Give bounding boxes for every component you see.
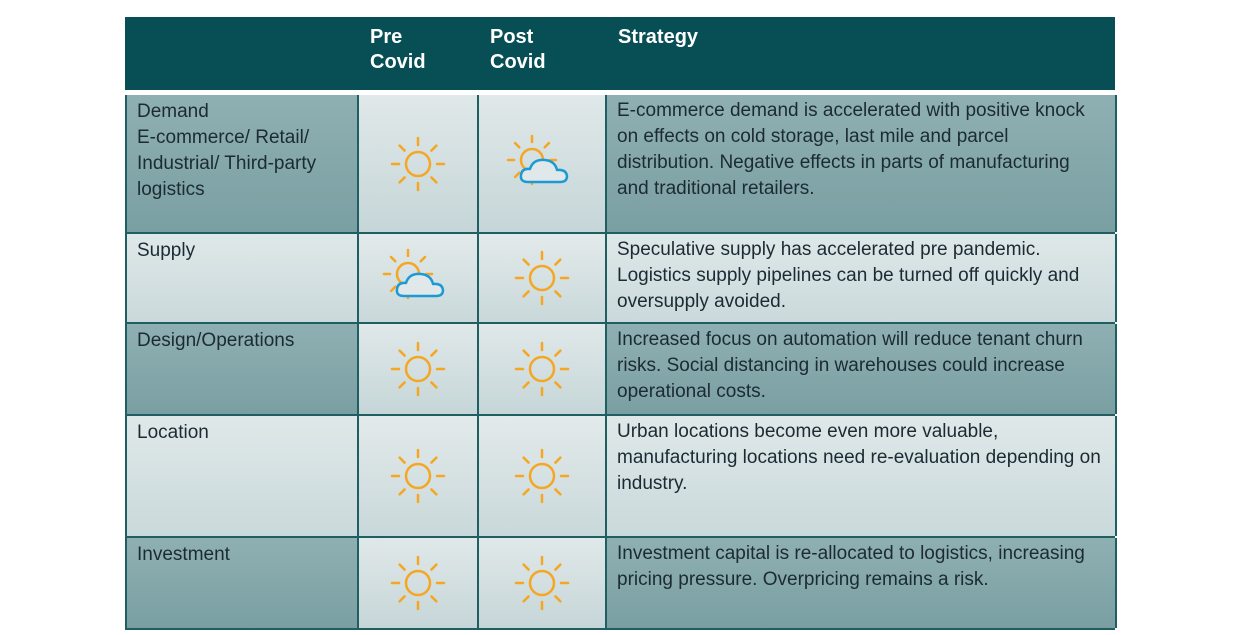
table-row: Investment Investment capital is re-allo… [125,538,1117,630]
sun-icon [510,337,574,401]
table-row: Demand E-commerce/ Retail/ Industrial/ T… [125,95,1117,234]
sun-behind-cloud-icon [500,132,584,196]
row-label: Location [127,416,359,536]
outlook-table: Pre Covid Post Covid Strategy Demand E-c… [125,17,1117,630]
pre-covid-cell [359,95,479,232]
post-covid-cell [479,324,607,414]
row-label: Demand E-commerce/ Retail/ Industrial/ T… [127,95,359,232]
row-label: Design/Operations [127,324,359,414]
table-header: Pre Covid Post Covid Strategy [125,17,1115,95]
strategy-text: Speculative supply has accelerated pre p… [607,234,1117,322]
row-label: Supply [127,234,359,322]
table-row: Supply Speculative supply has accelerate… [125,234,1117,324]
pre-covid-cell [359,324,479,414]
table-row: Design/Operations Increased focus on aut… [125,324,1117,416]
row-label: Investment [127,538,359,628]
pre-covid-cell [359,538,479,628]
post-covid-cell [479,95,607,232]
table-row: Location Urban locations become even mor… [125,416,1117,538]
sun-icon [510,551,574,615]
sun-icon [510,246,574,310]
post-covid-cell [479,538,607,628]
post-covid-cell [479,416,607,536]
sun-behind-cloud-icon [376,246,460,310]
post-covid-cell [479,234,607,322]
sun-icon [386,551,450,615]
strategy-text: Increased focus on automation will reduc… [607,324,1117,414]
header-post-covid: Post Covid [490,26,546,73]
strategy-text: E-commerce demand is accelerated with po… [607,95,1117,232]
sun-icon [510,444,574,508]
header-pre-covid: Pre Covid [370,26,426,73]
header-strategy: Strategy [618,26,699,48]
header-blank [125,17,357,90]
sun-icon [386,132,450,196]
sun-icon [386,337,450,401]
sun-icon [386,444,450,508]
pre-covid-cell [359,416,479,536]
strategy-text: Urban locations become even more valuabl… [607,416,1117,536]
pre-covid-cell [359,234,479,322]
strategy-text: Investment capital is re-allocated to lo… [607,538,1117,628]
